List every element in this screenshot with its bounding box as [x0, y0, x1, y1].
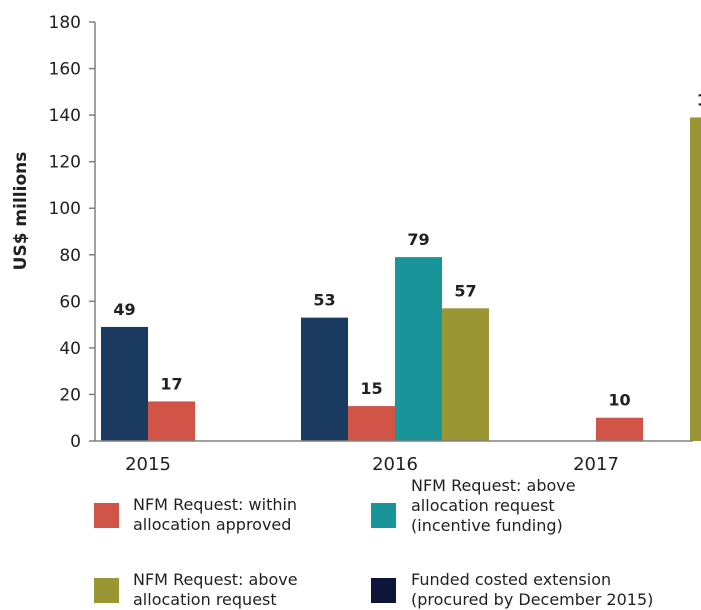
y-axis-ticks: 0 20 40 60 80 100 120 140 160 180	[49, 13, 95, 452]
data-label: 49	[113, 300, 135, 319]
bar	[101, 326, 148, 441]
y-tick-label: 60	[59, 292, 81, 312]
y-tick-label: 120	[49, 153, 81, 173]
y-axis-label: US$ millions	[11, 152, 31, 271]
y-tick-label: 40	[59, 339, 81, 359]
x-tick-label: 2017	[573, 454, 619, 475]
y-tick-label: 100	[49, 199, 81, 219]
bar	[148, 401, 195, 441]
x-tick-label: 2015	[125, 454, 171, 475]
y-tick-label: 180	[49, 13, 81, 33]
data-label: 53	[313, 291, 335, 310]
data-label: 15	[360, 379, 382, 398]
bars	[101, 117, 701, 441]
data-label: 57	[454, 281, 476, 300]
y-tick-label: 0	[70, 432, 81, 452]
bar	[395, 257, 442, 441]
x-axis-categories: 2015 2016 2017	[125, 454, 619, 475]
data-label: 139	[697, 90, 701, 109]
bar	[348, 406, 395, 441]
data-label: 17	[160, 374, 182, 393]
bar	[442, 308, 489, 441]
y-tick-label: 80	[59, 246, 81, 266]
y-tick-label: 160	[49, 60, 81, 80]
data-labels: 49 17 53 15 79 57 10 139	[113, 90, 701, 409]
x-tick-label: 2016	[372, 454, 418, 475]
y-tick-label: 140	[49, 106, 81, 126]
data-label: 79	[407, 230, 429, 249]
bar	[596, 417, 643, 441]
data-label: 10	[608, 391, 630, 410]
bar	[301, 317, 348, 441]
bar	[690, 117, 701, 441]
y-tick-label: 20	[59, 385, 81, 405]
